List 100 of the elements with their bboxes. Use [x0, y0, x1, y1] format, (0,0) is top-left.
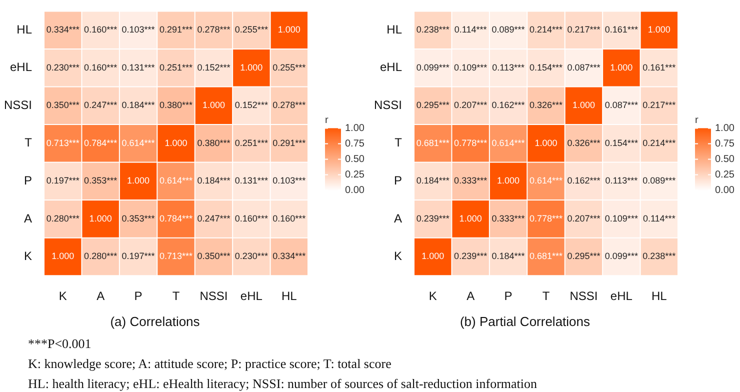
- x-tick-label: P: [134, 289, 142, 304]
- x-tick-label: K: [428, 289, 437, 304]
- data-label: 0.614***: [122, 138, 156, 148]
- color-bar-label: 1.00: [345, 122, 365, 134]
- y-tick-label: P: [394, 173, 402, 188]
- y-tick-label: P: [24, 173, 32, 188]
- data-label: 1.000: [534, 138, 558, 148]
- data-label: 0.255***: [234, 24, 268, 35]
- y-tick-label: A: [394, 211, 402, 226]
- data-label: 0.380***: [197, 138, 231, 148]
- x-tick-label: NSSI: [570, 289, 598, 304]
- data-label: 1.000: [648, 24, 670, 35]
- y-tick-label: T: [394, 136, 403, 150]
- data-label: 1.000: [497, 176, 520, 186]
- y-tick-label: T: [24, 136, 33, 150]
- color-bar-label: 0.50: [715, 154, 735, 165]
- data-label: 0.207***: [567, 213, 601, 224]
- data-label: 0.099***: [604, 251, 638, 262]
- data-label: 0.160***: [84, 62, 118, 72]
- data-label: 0.160***: [272, 213, 306, 224]
- x-tick-label: A: [96, 289, 105, 304]
- data-label: 1.000: [164, 138, 188, 148]
- color-bar-label: 0.25: [345, 169, 365, 180]
- data-label: 0.295***: [416, 100, 450, 110]
- data-label: 0.217***: [567, 24, 601, 35]
- data-label: 0.214***: [642, 138, 676, 148]
- y-tick-label: HL: [386, 22, 402, 36]
- color-bar-title: r: [325, 114, 329, 126]
- y-tick-label: A: [24, 211, 32, 226]
- data-label: 0.291***: [272, 138, 306, 148]
- data-label: 0.681***: [416, 138, 450, 148]
- data-label: 0.162***: [492, 100, 526, 110]
- data-label: 0.152***: [234, 100, 268, 110]
- data-label: 0.087***: [604, 100, 638, 110]
- data-label: 0.161***: [642, 62, 676, 72]
- data-label: 0.184***: [197, 176, 231, 186]
- data-label: 0.614***: [529, 176, 564, 186]
- data-label: 0.350***: [197, 251, 231, 262]
- data-label: 0.113***: [605, 176, 638, 186]
- x-tick-label: eHL: [240, 289, 263, 304]
- data-label: 0.197***: [46, 176, 80, 186]
- data-label: 0.295***: [567, 251, 601, 262]
- data-label: 0.247***: [84, 100, 118, 110]
- data-label: 1.000: [610, 62, 633, 72]
- data-label: 0.353***: [122, 213, 156, 224]
- data-label: 0.784***: [159, 213, 194, 224]
- data-label: 0.103***: [122, 24, 156, 35]
- data-label: 0.713***: [46, 138, 80, 148]
- data-label: 0.334***: [46, 24, 80, 35]
- data-label: 0.278***: [197, 24, 231, 35]
- data-label: 0.784***: [84, 138, 118, 148]
- data-label: 0.154***: [529, 62, 564, 72]
- x-tick-label: HL: [651, 289, 668, 304]
- text: (b) Partial Correlations: [458, 314, 592, 329]
- data-label: 0.089***: [492, 24, 526, 35]
- data-label: 0.778***: [529, 213, 564, 224]
- data-label: 0.334***: [272, 251, 306, 262]
- data-label: 0.251***: [234, 138, 268, 148]
- x-tick-label: HL: [281, 289, 298, 304]
- color-bar-label: 0.00: [715, 184, 735, 196]
- color-bar-title: r: [695, 114, 699, 126]
- data-label: 0.350***: [46, 100, 80, 110]
- y-tick-label: NSSI: [4, 98, 32, 112]
- data-label: 0.207***: [454, 100, 488, 110]
- data-label: 0.280***: [84, 251, 118, 262]
- x-tick-label: A: [466, 289, 475, 304]
- data-label: 0.614***: [492, 138, 526, 148]
- y-tick-label: K: [394, 249, 402, 264]
- x-tick-label: T: [172, 289, 180, 304]
- data-label: 0.278***: [272, 100, 306, 110]
- data-label: 0.099***: [416, 62, 450, 72]
- color-bar-label: 1.00: [715, 122, 735, 134]
- data-label: 1.000: [52, 251, 74, 262]
- data-label: 1.000: [459, 213, 482, 224]
- color-bar-label: 0.25: [715, 169, 735, 180]
- data-label: 0.713***: [159, 251, 194, 262]
- y-tick-label: K: [24, 249, 32, 264]
- data-label: 0.238***: [642, 251, 676, 262]
- text: ***P<0.001: [28, 335, 92, 353]
- data-label: 0.217***: [642, 100, 676, 110]
- color-bar-label: 0.75: [715, 138, 735, 150]
- data-label: 0.184***: [416, 176, 450, 186]
- data-label: 0.160***: [84, 24, 118, 35]
- data-label: 0.778***: [454, 138, 488, 148]
- data-label: 0.280***: [46, 213, 80, 224]
- data-label: 0.326***: [567, 138, 601, 148]
- data-label: 1.000: [202, 100, 225, 110]
- data-label: 0.089***: [642, 176, 676, 186]
- data-label: 0.131***: [122, 62, 156, 72]
- x-tick-label: P: [504, 289, 512, 304]
- data-label: 1.000: [422, 251, 444, 262]
- y-tick-label: NSSI: [374, 98, 402, 112]
- data-label: 0.239***: [416, 213, 450, 224]
- data-label: 0.109***: [454, 62, 488, 72]
- data-label: 0.238***: [416, 24, 450, 35]
- data-label: 0.333***: [454, 176, 488, 186]
- x-tick-label: T: [542, 289, 550, 304]
- data-label: 0.614***: [159, 176, 194, 186]
- data-label: 0.162***: [567, 176, 601, 186]
- data-label: 0.109***: [604, 213, 638, 224]
